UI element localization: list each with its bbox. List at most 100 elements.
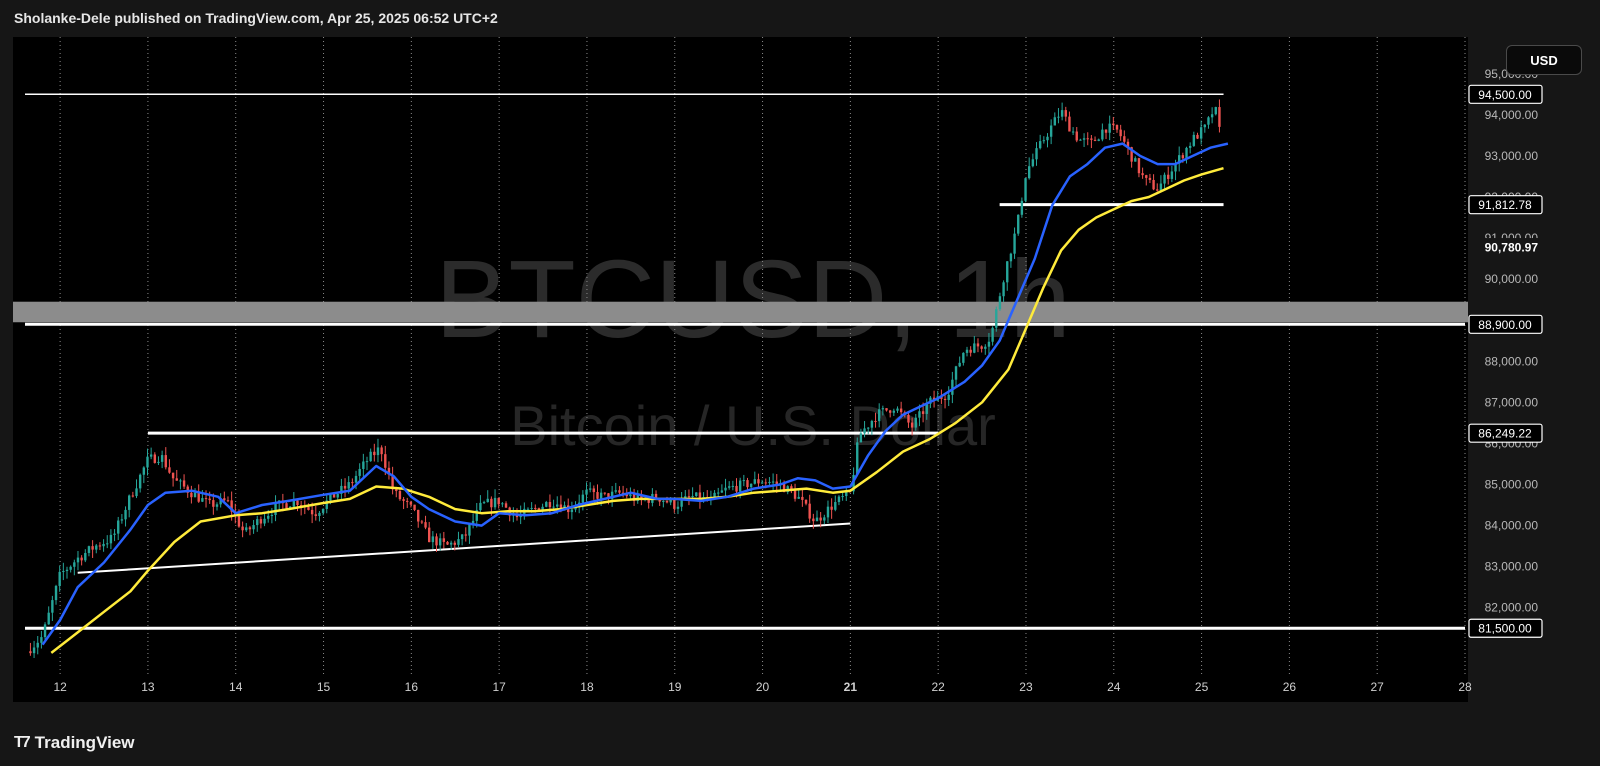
candle	[742, 474, 746, 487]
candle-body	[837, 496, 841, 503]
candle	[1064, 106, 1067, 122]
candle	[285, 501, 288, 510]
candle-body	[343, 485, 347, 489]
candle-body	[1104, 129, 1108, 133]
candle-body	[1196, 134, 1199, 139]
candle-body	[1035, 148, 1038, 160]
candle	[914, 413, 917, 431]
candle-body	[962, 352, 965, 363]
candle-body	[1108, 123, 1111, 133]
candle	[943, 393, 947, 409]
candle	[1101, 123, 1104, 142]
candle-body	[808, 503, 811, 519]
candle	[182, 474, 186, 489]
candle-body	[1017, 214, 1020, 234]
candle-body	[870, 420, 874, 428]
candle-body	[676, 506, 680, 509]
candle	[58, 565, 61, 592]
candle	[197, 484, 200, 503]
candle-body	[427, 527, 431, 543]
candle	[962, 352, 965, 366]
candle	[424, 515, 427, 530]
candle-body	[391, 474, 394, 490]
candle	[632, 488, 636, 506]
candle-body	[1086, 138, 1089, 140]
chart-area[interactable]: BTCUSD, 1h Bitcoin / U.S. Dollar	[13, 37, 1468, 702]
candle	[124, 506, 127, 527]
candle	[471, 513, 475, 529]
candle	[51, 595, 54, 622]
candle-body	[1031, 159, 1035, 167]
candle-body	[881, 408, 885, 410]
candle-body	[124, 509, 127, 520]
candle	[212, 493, 215, 515]
candle-body	[435, 536, 438, 546]
candle-body	[760, 482, 764, 484]
candle-body	[1130, 147, 1133, 162]
candle-body	[358, 468, 361, 476]
candle	[1108, 115, 1111, 141]
candle-body	[764, 482, 767, 484]
candle	[687, 489, 691, 506]
candle-body	[135, 488, 138, 497]
candle-body	[1174, 163, 1177, 172]
candle-body	[117, 520, 120, 534]
candle-body	[58, 571, 61, 586]
candle-body	[267, 515, 270, 519]
candle-body	[296, 500, 299, 506]
candle-body	[252, 525, 255, 530]
y-tick-label: 94,000.00	[1485, 108, 1539, 122]
candle-body	[856, 442, 859, 475]
candle-body	[775, 481, 778, 485]
candle-body	[717, 492, 720, 494]
footer-brand[interactable]: T7 TradingView	[14, 733, 135, 753]
candle	[1068, 111, 1071, 132]
candle	[69, 565, 72, 573]
candle	[676, 501, 680, 515]
candle	[475, 503, 478, 528]
candle-body	[1013, 233, 1016, 254]
candle-body	[713, 492, 716, 497]
candle-body	[914, 417, 917, 428]
candle	[1141, 167, 1144, 179]
candle	[54, 584, 58, 605]
candle-body	[241, 526, 244, 531]
candle	[588, 482, 592, 493]
candle	[1156, 183, 1159, 192]
candle	[146, 448, 149, 476]
candle	[984, 344, 987, 355]
candle-body	[654, 493, 658, 499]
candle	[1167, 166, 1170, 185]
candle	[362, 453, 365, 478]
candle-body	[1159, 183, 1163, 191]
candle-body	[888, 410, 892, 413]
price-label: 94,500.00	[1478, 88, 1532, 102]
price-label: 86,249.22	[1478, 427, 1532, 441]
candle-body	[446, 541, 449, 545]
candle-body	[468, 524, 471, 536]
candle	[867, 427, 870, 435]
price-label-box	[1468, 195, 1543, 215]
candle	[135, 479, 138, 499]
candle-body	[171, 472, 175, 479]
candle-body	[321, 508, 325, 513]
y-tick-label: 86,000.00	[1485, 436, 1539, 450]
candle	[215, 502, 219, 511]
candle	[1031, 153, 1035, 168]
candle-body	[749, 483, 753, 488]
candle	[837, 495, 841, 506]
candle-body	[40, 637, 43, 643]
candle-body	[1115, 124, 1119, 130]
candle-body	[815, 517, 819, 522]
candle-body	[757, 479, 760, 484]
candle	[958, 356, 961, 368]
candle	[1027, 157, 1031, 180]
candle	[486, 490, 489, 503]
currency-button[interactable]: USD	[1506, 45, 1582, 75]
candle	[457, 531, 460, 548]
candle	[1082, 133, 1086, 147]
candle	[812, 513, 815, 529]
candle-body	[1181, 155, 1185, 159]
candle-body	[1053, 117, 1057, 126]
